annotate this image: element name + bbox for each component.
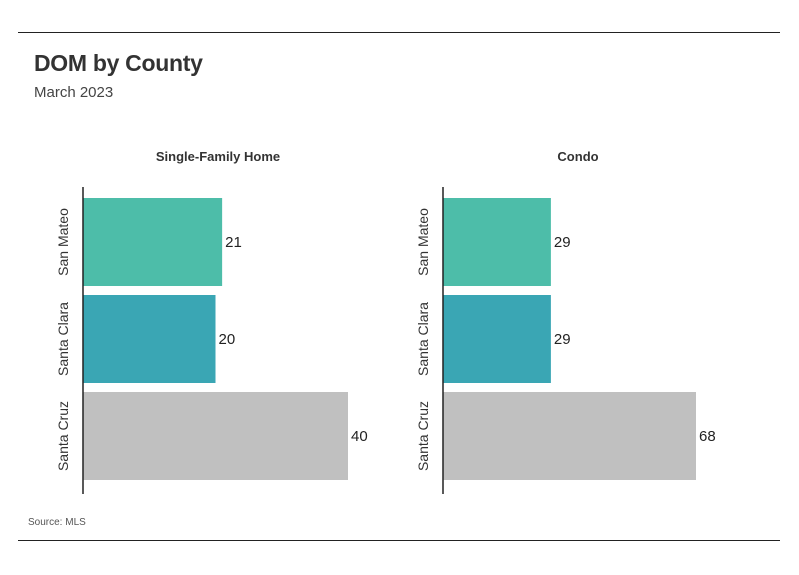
tick-label-condo-san-mateo: San Mateo [415,208,431,276]
source-note: Source: MLS [28,517,86,528]
bar-condo-santa-cruz [443,392,696,480]
panel-title-single-family: Single-Family Home [155,149,281,164]
data-label-condo-santa-clara: 29 [554,331,571,348]
bottom-rule [18,540,780,541]
tick-label-condo-santa-cruz: Santa Cruz [415,401,431,471]
data-label-condo-santa-cruz: 68 [699,428,716,445]
tick-label-single-family-santa-clara: Santa Clara [55,302,71,376]
data-label-single-family-san-mateo: 21 [225,234,242,251]
data-label-single-family-santa-cruz: 40 [351,428,368,445]
chart-title: DOM by County [34,50,203,76]
bar-single-family-santa-clara [83,295,216,383]
data-label-single-family-santa-clara: 20 [219,331,236,348]
top-rule [18,32,780,33]
bar-single-family-san-mateo [83,198,223,286]
bar-condo-san-mateo [443,198,551,286]
tick-label-condo-santa-clara: Santa Clara [415,302,431,376]
tick-label-single-family-santa-cruz: Santa Cruz [55,401,71,471]
panel-title-condo: Condo [557,149,599,164]
data-label-condo-san-mateo: 29 [554,234,571,251]
tick-label-single-family-san-mateo: San Mateo [55,208,71,276]
bar-condo-santa-clara [443,295,551,383]
chart-subtitle: March 2023 [34,84,114,101]
bar-single-family-santa-cruz [83,392,348,480]
